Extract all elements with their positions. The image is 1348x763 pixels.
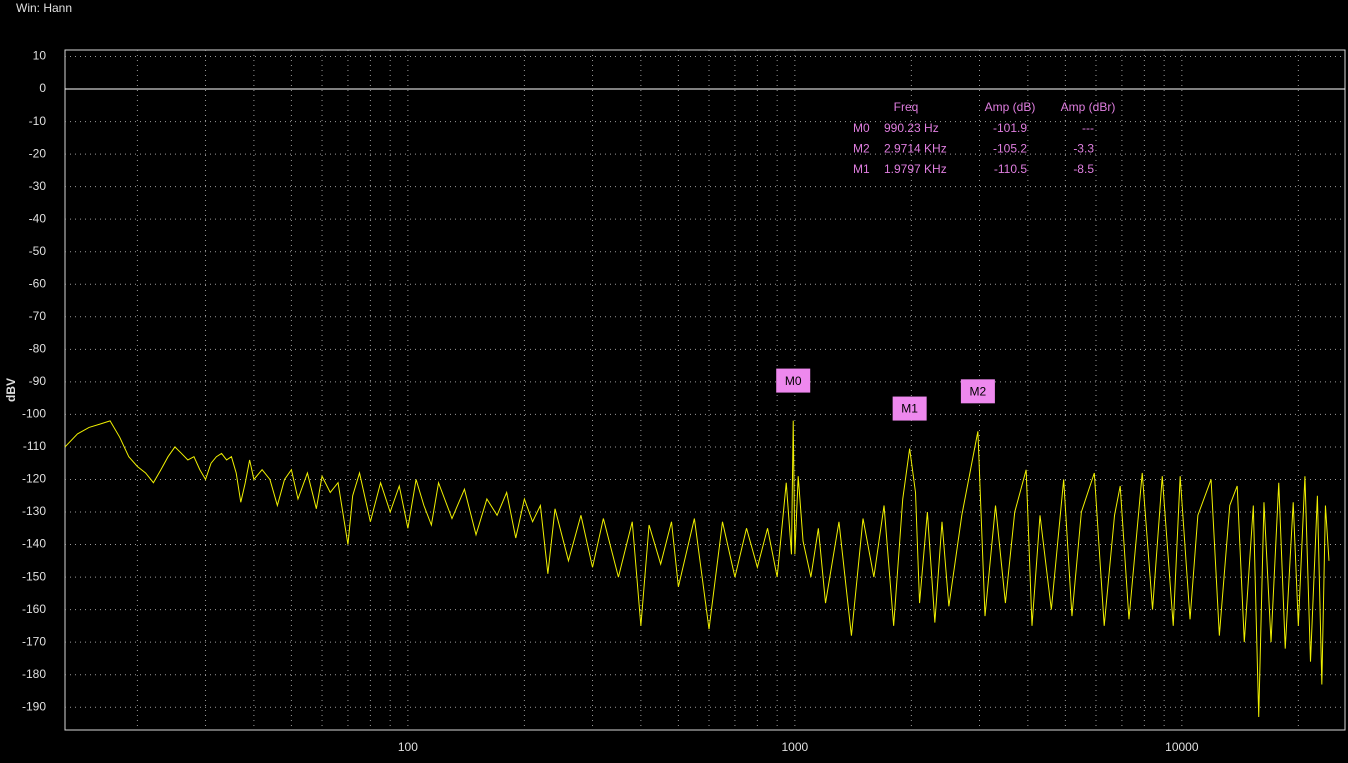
table-cell: 1.9797 KHz — [884, 162, 947, 176]
table-header: Amp (dB) — [985, 100, 1036, 114]
y-tick-label: -110 — [23, 439, 46, 453]
table-cell: -101.9 — [993, 121, 1027, 135]
y-tick-label: 0 — [39, 81, 46, 95]
y-tick-label: -80 — [29, 342, 47, 356]
y-tick-label: -160 — [22, 602, 46, 616]
table-cell: M1 — [853, 162, 870, 176]
y-tick-label: -150 — [22, 569, 46, 583]
table-header: Freq — [894, 100, 919, 114]
table-cell: -105.2 — [993, 142, 1027, 156]
marker-box — [776, 368, 811, 393]
y-tick-label: -90 — [29, 374, 47, 388]
table-header: Amp (dBr) — [1061, 100, 1116, 114]
y-axis-label: dBV — [4, 378, 18, 402]
marker-label: M0 — [785, 374, 802, 388]
window-label: Win: Hann — [16, 1, 72, 15]
table-cell: 2.9714 KHz — [884, 142, 947, 156]
y-tick-label: -70 — [29, 309, 47, 323]
table-cell: 990.23 Hz — [884, 121, 939, 135]
table-cell: M2 — [853, 142, 870, 156]
y-tick-label: -100 — [22, 407, 46, 421]
y-tick-label: -130 — [22, 504, 46, 518]
table-cell: -8.5 — [1073, 162, 1094, 176]
table-cell: -110.5 — [994, 162, 1027, 176]
y-tick-label: -30 — [29, 179, 47, 193]
y-tick-label: -10 — [29, 114, 47, 128]
y-tick-label: -190 — [22, 699, 46, 713]
y-tick-label: -20 — [29, 146, 47, 160]
marker-box — [960, 379, 995, 404]
y-tick-label: -60 — [29, 276, 47, 290]
x-tick-label: 1000 — [782, 740, 809, 754]
y-tick-label: -180 — [22, 667, 46, 681]
x-tick-label: 100 — [398, 740, 418, 754]
y-tick-label: -170 — [22, 634, 46, 648]
marker-label: M2 — [970, 384, 987, 398]
table-cell: M0 — [853, 121, 870, 135]
y-tick-label: -50 — [29, 244, 47, 258]
y-tick-label: -120 — [22, 472, 46, 486]
marker-box — [892, 396, 927, 421]
plot-frame — [64, 49, 1346, 731]
x-tick-label: 10000 — [1165, 740, 1199, 754]
spectrum-line — [64, 420, 1330, 718]
marker-label: M1 — [901, 402, 918, 416]
y-tick-label: -140 — [22, 537, 46, 551]
y-tick-label: -40 — [29, 211, 47, 225]
table-cell: --- — [1082, 121, 1094, 135]
table-cell: -3.3 — [1073, 142, 1094, 156]
y-tick-label: 10 — [33, 49, 47, 63]
